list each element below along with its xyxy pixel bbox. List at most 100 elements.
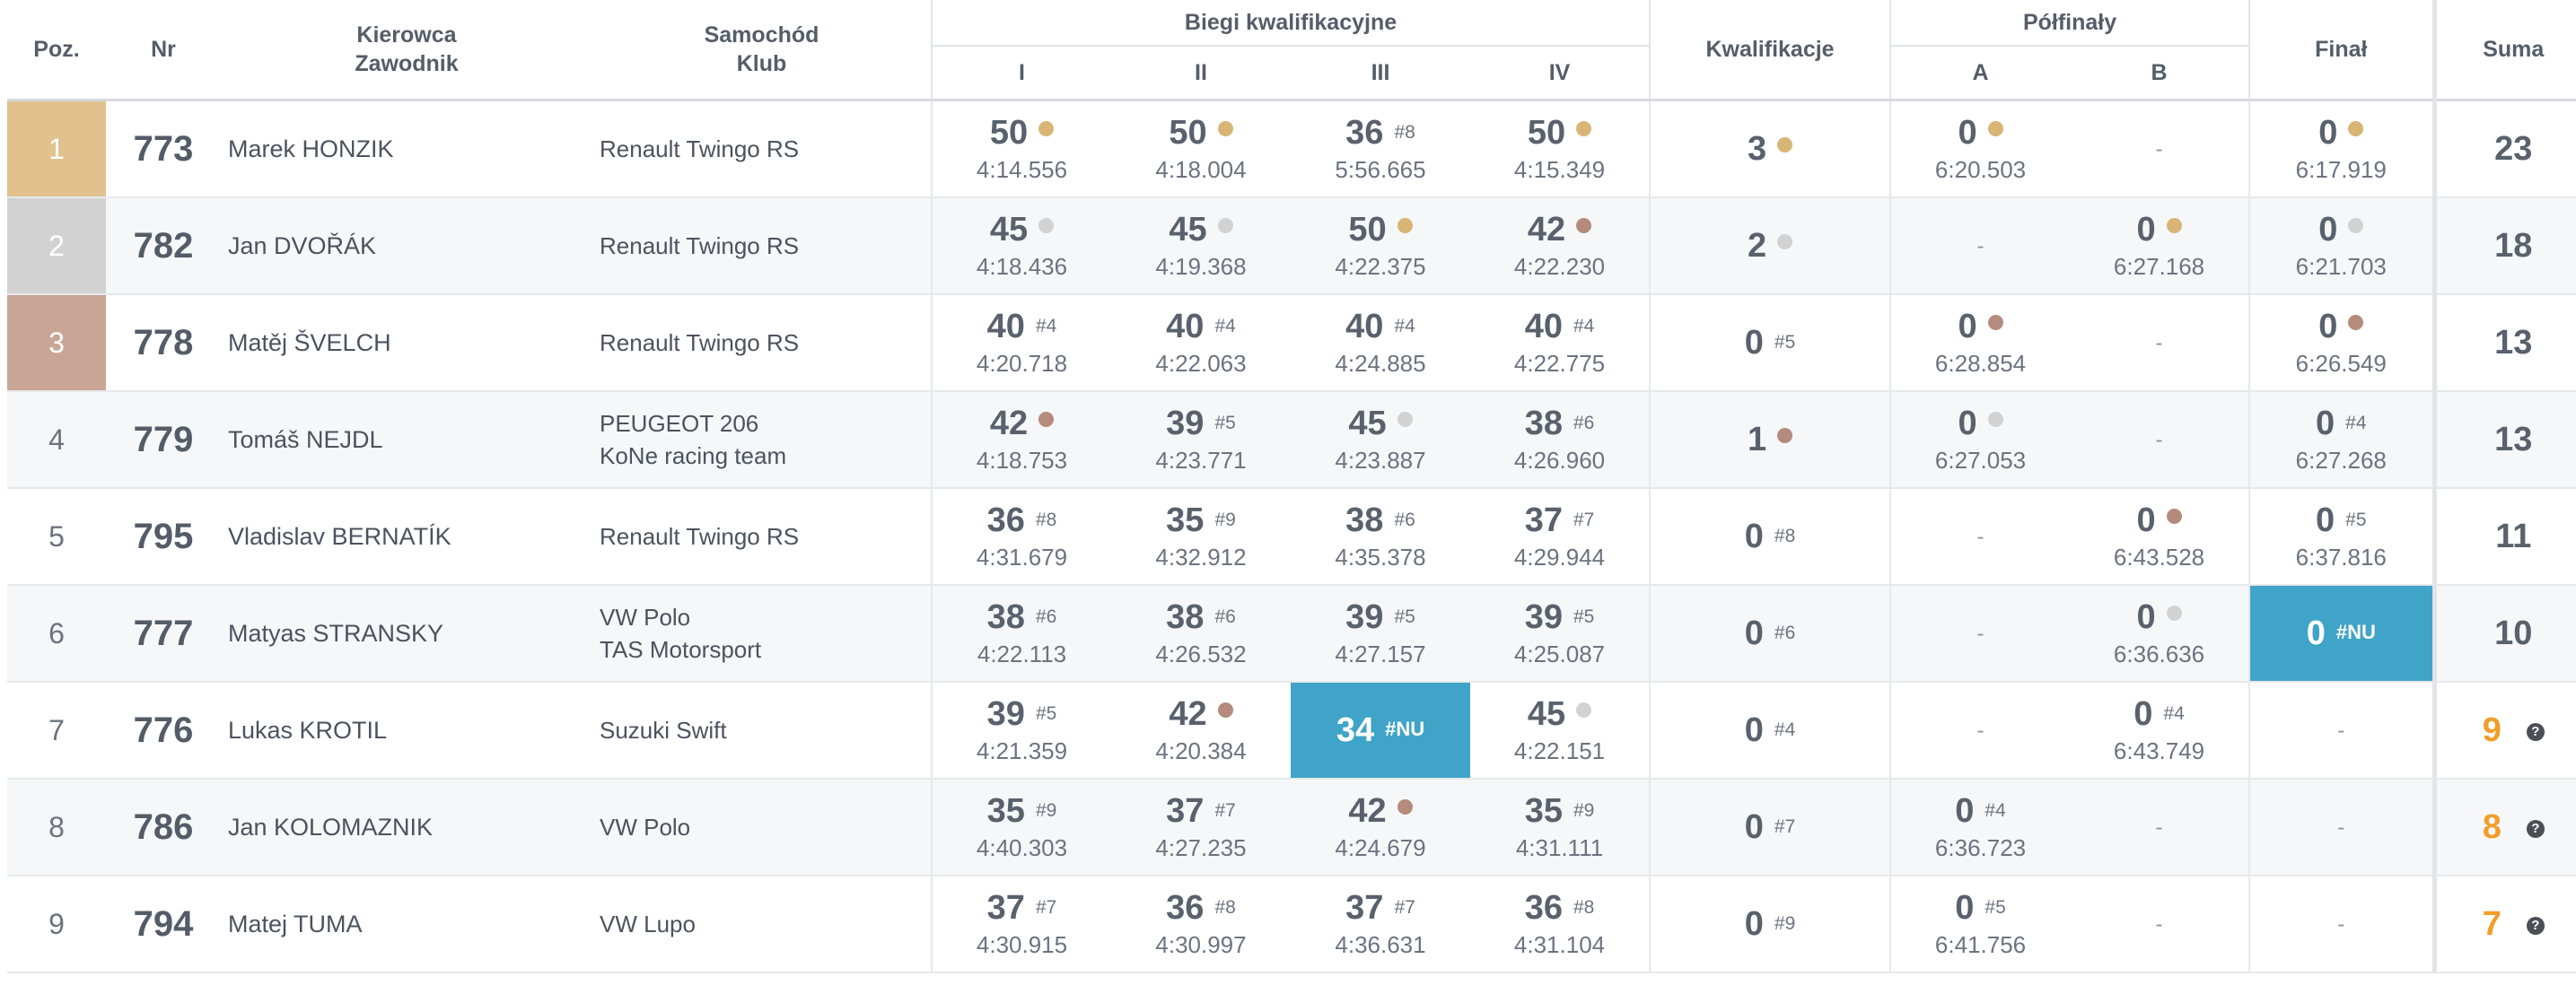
empty-result-dash: -	[2155, 911, 2163, 937]
empty-result-dash: -	[1976, 524, 1985, 549]
driver-name[interactable]: Tomáš NEJDL	[221, 391, 592, 489]
lap-time: 4:14.556	[976, 156, 1068, 183]
car-name: PEUGEOT 206	[600, 410, 759, 437]
place-rank: #5	[1774, 331, 1796, 353]
driver-name[interactable]: Jan DVOŘÁK	[221, 197, 592, 295]
driver-name[interactable]: Matěj ŠVELCH	[221, 294, 592, 392]
table-row[interactable]: 8 786 Jan KOLOMAZNIK VW Polo 35 #9 4:40.303 37 #…	[7, 779, 2576, 876]
silver-medal-icon	[1397, 412, 1413, 427]
points-value: 2	[1747, 226, 1767, 265]
driver-name[interactable]: Matyas STRANSKY	[221, 585, 592, 683]
points-value: 0	[2318, 114, 2338, 152]
place-rank: #7	[1394, 897, 1415, 918]
points-value: 0	[1958, 308, 1977, 345]
club-name: TAS Motorsport	[600, 636, 762, 663]
points-value: 39	[1166, 405, 1205, 442]
silver-medal-icon	[2166, 606, 2182, 621]
lap-time: 6:41.756	[1934, 931, 2027, 958]
driver-name[interactable]: Matej TUMA	[221, 876, 592, 973]
driver-name[interactable]: Jan KOLOMAZNIK	[221, 779, 592, 876]
lap-time: 4:27.157	[1335, 641, 1426, 667]
bronze-medal-icon	[1038, 412, 1055, 427]
header-number[interactable]: Nr	[106, 0, 221, 101]
help-icon[interactable]: ?	[2526, 722, 2545, 741]
header-heat-3[interactable]: III	[1291, 45, 1470, 101]
header-qualification[interactable]: Kwalifikacje	[1650, 0, 1891, 101]
header-semi-a[interactable]: A	[1889, 45, 2071, 101]
table-row[interactable]: 7 776 Lukas KROTIL Suzuki Swift 39 #5 4:21.359…	[7, 682, 2576, 780]
car-club-cell: Renault Twingo RS	[592, 197, 932, 295]
header-car-line1: Samochód	[704, 22, 819, 48]
help-icon[interactable]: ?	[2526, 819, 2545, 838]
header-position[interactable]: Poz.	[7, 0, 106, 101]
heat-1-result: 36 #8 4:31.679	[931, 488, 1111, 586]
points-value: 34	[1336, 711, 1375, 749]
header-semifinals: Półfinały	[1889, 0, 2251, 46]
lap-time: 4:24.679	[1335, 834, 1426, 861]
heat-1-result: 38 #6 4:22.113	[931, 585, 1111, 683]
silver-medal-icon	[1576, 702, 1592, 718]
gold-medal-icon	[1397, 218, 1413, 233]
points-value: 37	[1166, 792, 1205, 830]
sum-cell: 13	[2431, 391, 2576, 489]
header-driver[interactable]: Kierowca Zawodnik	[221, 0, 592, 101]
table-row[interactable]: 2 782 Jan DVOŘÁK Renault Twingo RS 45 4:18.43…	[7, 197, 2576, 295]
table-row[interactable]: 9 794 Matej TUMA VW Lupo 37 #7 4:30.915 36 #8 4:3…	[7, 876, 2576, 973]
sum-cell: 8?	[2431, 779, 2576, 876]
lap-time: 4:18.436	[976, 253, 1068, 280]
semifinal-b-result: 0 #4 6:43.749	[2070, 682, 2251, 780]
car-name: VW Polo	[600, 814, 691, 841]
header-heat-2[interactable]: II	[1111, 45, 1291, 101]
car-name: Renault Twingo RS	[600, 523, 800, 550]
start-number: 778	[106, 294, 221, 392]
car-club-cell: VW Lupo	[592, 876, 932, 973]
header-heat-4[interactable]: IV	[1470, 45, 1652, 101]
header-car[interactable]: Samochód Klub	[592, 0, 932, 101]
driver-name[interactable]: Marek HONZIK	[221, 100, 592, 198]
car-name: Renault Twingo RS	[600, 329, 800, 356]
header-heat-1[interactable]: I	[931, 45, 1111, 101]
silver-medal-icon	[1777, 233, 1793, 249]
points-value: 0	[2318, 308, 2338, 345]
points-value: 0	[1744, 807, 1764, 846]
place-rank: #7	[1774, 815, 1796, 837]
points-value: 45	[1348, 405, 1387, 442]
points-value: 40	[1524, 308, 1563, 345]
place-rank: #4	[1214, 316, 1236, 336]
qualification-result: 0 #4	[1650, 682, 1891, 780]
place-rank: #6	[1035, 606, 1057, 627]
results-table: Poz. Nr Kierowca Zawodnik Samochód Klub …	[7, 0, 2576, 973]
heat-3-result: 50 4:22.375	[1291, 197, 1470, 295]
table-row[interactable]: 5 795 Vladislav BERNATÍK Renault Twingo RS 3…	[7, 488, 2576, 586]
place-rank: #5	[1573, 606, 1595, 627]
points-value: 50	[989, 114, 1029, 152]
points-value: 36	[1524, 889, 1563, 927]
header-final[interactable]: Finał	[2249, 0, 2435, 101]
gold-medal-icon	[1777, 136, 1793, 153]
points-value: 39	[1345, 598, 1384, 636]
silver-medal-icon	[1217, 218, 1233, 233]
points-value: 0	[1958, 405, 1977, 442]
heat-1-result: 37 #7 4:30.915	[931, 876, 1111, 973]
empty-result-dash: -	[2155, 136, 2163, 161]
points-value: 35	[1166, 501, 1205, 539]
sum-value: 9	[2482, 711, 2502, 749]
table-row[interactable]: 3 778 Matěj ŠVELCH Renault Twingo RS 40 #4 4:2…	[7, 294, 2576, 392]
semifinal-b-result: -	[2070, 391, 2251, 489]
help-icon[interactable]: ?	[2526, 916, 2545, 935]
car-name: VW Polo	[600, 604, 691, 631]
driver-name[interactable]: Lukas KROTIL	[221, 682, 592, 780]
sum-value: 10	[2494, 614, 2533, 652]
place-rank: #9	[1573, 800, 1595, 821]
header-sum[interactable]: Suma	[2431, 0, 2576, 101]
semifinal-a-result: 0 6:28.854	[1889, 294, 2071, 392]
place-rank: #NU	[2335, 620, 2376, 643]
points-value: 0	[1744, 711, 1764, 749]
driver-name[interactable]: Vladislav BERNATÍK	[221, 488, 592, 586]
table-row[interactable]: 4 779 Tomáš NEJDL PEUGEOT 206 KoNe racing te…	[7, 391, 2576, 489]
header-semi-b[interactable]: B	[2070, 45, 2251, 101]
qualification-result: 0 #9	[1650, 876, 1891, 973]
table-row[interactable]: 6 777 Matyas STRANSKY VW Polo TAS Motorsport…	[7, 585, 2576, 683]
points-value: 38	[1524, 405, 1563, 442]
table-row[interactable]: 1 773 Marek HONZIK Renault Twingo RS 50 4:14.…	[7, 100, 2576, 198]
